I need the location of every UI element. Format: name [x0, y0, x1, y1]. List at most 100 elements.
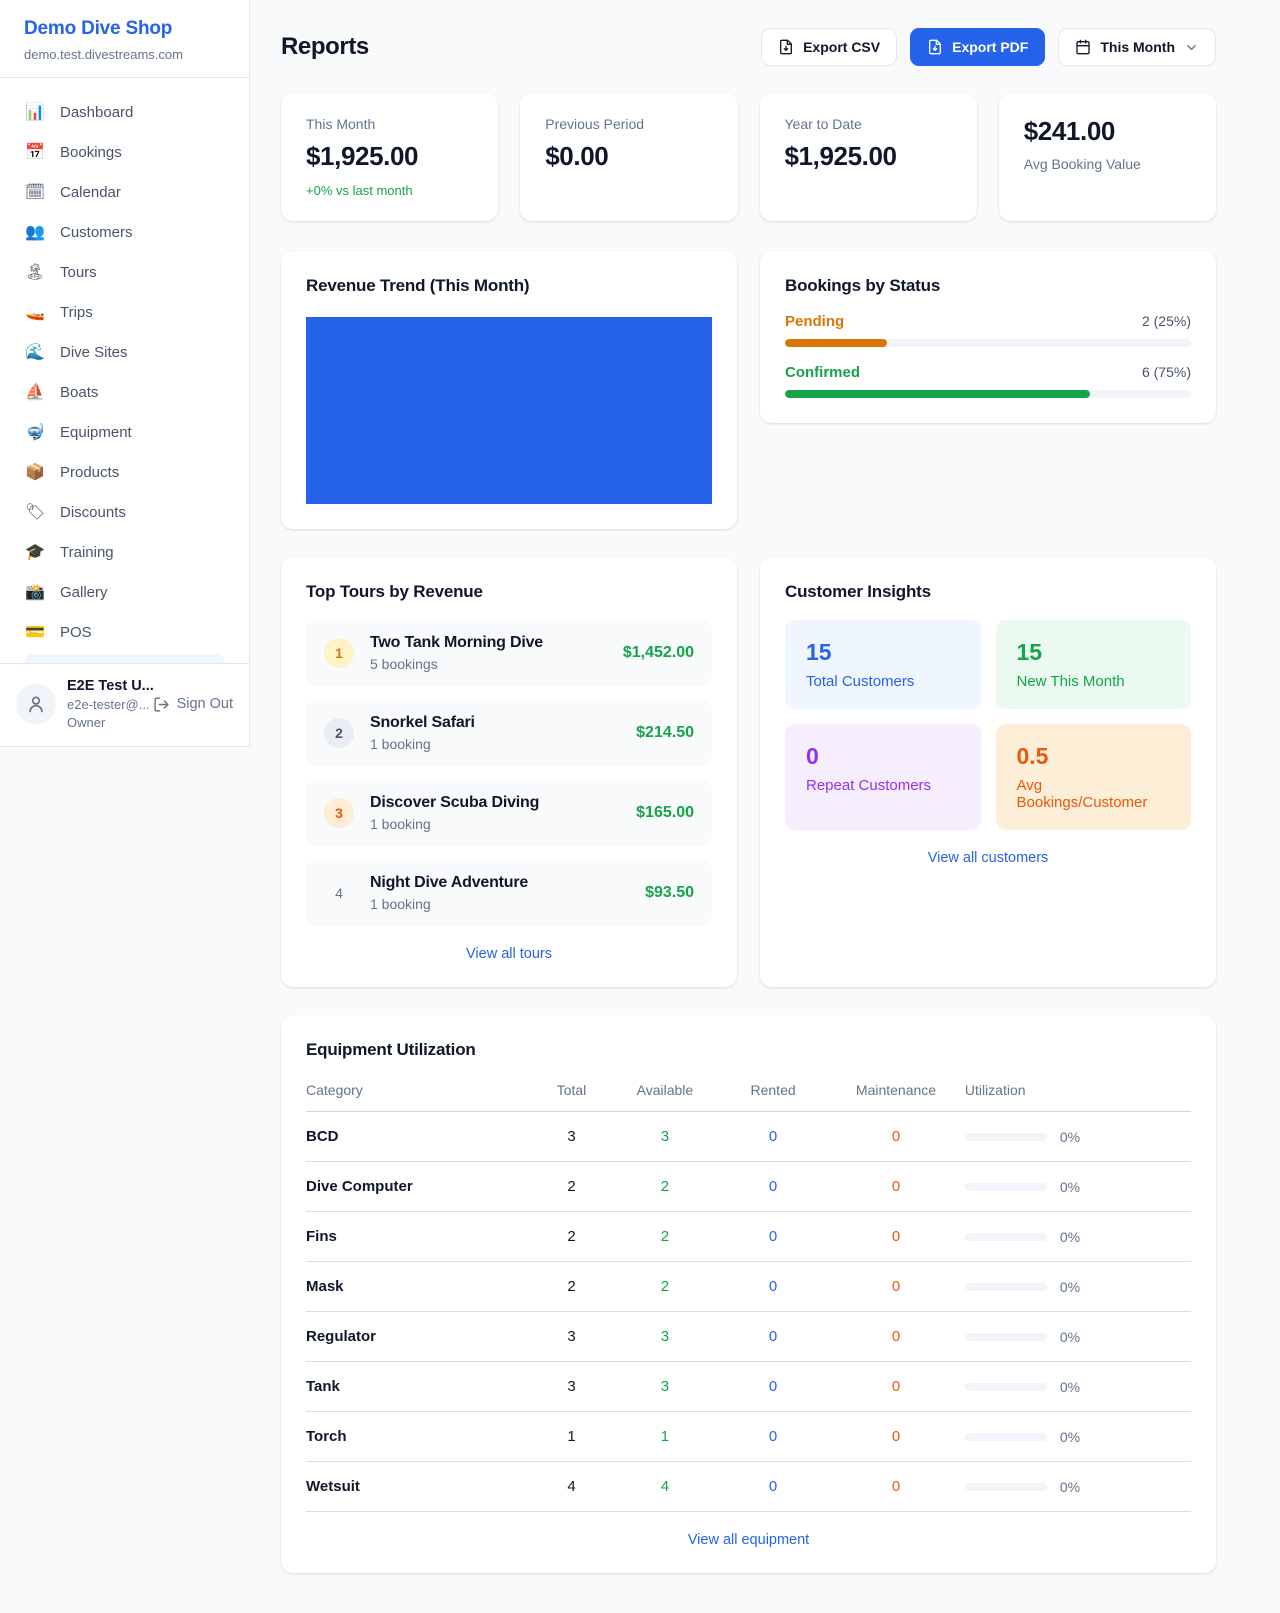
column-header-category: Category	[306, 1082, 363, 1098]
sidebar-item-selected-partial[interactable]	[24, 654, 225, 663]
sidebar-item-label: Tours	[60, 263, 97, 281]
stat-value: $1,925.00	[784, 141, 897, 171]
revenue-trend-card: Revenue Trend (This Month)	[281, 251, 737, 529]
table-row: Regulator 3 3 0 0 0%	[306, 1312, 1191, 1362]
stat-card-previous-period: Previous Period $0.00	[520, 93, 738, 221]
tour-revenue: $165.00	[636, 804, 694, 821]
stat-delta: +0% vs last month	[306, 183, 413, 198]
cell-category: Wetsuit	[306, 1478, 360, 1495]
sidebar-item-pos[interactable]: 💳 POS	[12, 612, 237, 652]
sidebar-item-training[interactable]: 🎓 Training	[12, 532, 237, 572]
utilization-track	[964, 1132, 1047, 1141]
sidebar-item-discounts[interactable]: 🏷 Discounts	[12, 492, 237, 532]
sidebar-item-dive-sites[interactable]: 🌊 Dive Sites	[12, 332, 237, 372]
view-all-customers-link[interactable]: View all customers	[785, 850, 1191, 866]
utilization-percent: 0%	[1059, 1478, 1081, 1495]
stat-card-year-to-date: Year to Date $1,925.00	[759, 93, 977, 221]
cell-category: Mask	[306, 1278, 344, 1295]
view-all-equipment-link[interactable]: View all equipment	[306, 1532, 1191, 1548]
export-pdf-label: Export PDF	[952, 39, 1029, 55]
export-pdf-button[interactable]: Export PDF	[910, 28, 1046, 66]
stat-value: $0.00	[545, 141, 609, 171]
calendar-icon	[1076, 39, 1091, 55]
camera-icon: 📸	[25, 584, 45, 601]
cell-category: Torch	[306, 1428, 347, 1445]
brand-block: Demo Dive Shop demo.test.divestreams.com	[0, 0, 249, 78]
utilization-percent: 0%	[1059, 1328, 1081, 1345]
progress-fill-confirmed	[785, 390, 1090, 398]
sidebar-item-bookings[interactable]: 📅 Bookings	[12, 132, 237, 172]
status-count-pending: 2 (25%)	[1141, 313, 1191, 329]
log-out-icon	[153, 696, 169, 712]
status-count-confirmed: 6 (75%)	[1141, 364, 1191, 380]
column-header-available: Available	[636, 1082, 694, 1098]
stat-label: This Month	[306, 116, 376, 132]
diving-mask-icon: 🤿	[25, 424, 45, 441]
sidebar-item-label: Equipment	[60, 423, 132, 441]
utilization-percent: 0%	[1059, 1428, 1081, 1445]
file-download-icon	[780, 39, 793, 55]
tour-bookings: 1 booking	[370, 736, 431, 752]
cell-rented: 0	[768, 1278, 778, 1295]
sidebar-item-label: Trips	[60, 303, 93, 321]
sidebar-item-label: Boats	[60, 383, 99, 401]
cell-total: 2	[567, 1278, 576, 1295]
view-all-tours-link[interactable]: View all tours	[306, 946, 712, 962]
rank-badge: 3	[324, 798, 354, 828]
credit-card-icon: 💳	[25, 624, 45, 641]
sidebar-item-label: Bookings	[60, 143, 122, 161]
cell-total: 2	[567, 1228, 576, 1245]
row-revenue-status: Revenue Trend (This Month) Bookings by S…	[281, 251, 1216, 529]
utilization-track	[964, 1432, 1047, 1441]
calendar-date-icon: 📅	[25, 144, 45, 161]
tour-bookings: 1 booking	[370, 896, 431, 912]
progress-track	[785, 390, 1191, 398]
table-row: Mask 2 2 0 0 0%	[306, 1262, 1191, 1312]
utilization-track	[964, 1182, 1047, 1191]
bar-chart-icon: 📊	[25, 104, 45, 121]
column-header-rented: Rented	[750, 1082, 796, 1098]
sidebar-item-dashboard[interactable]: 📊 Dashboard	[12, 92, 237, 132]
progress-track	[785, 339, 1191, 347]
sidebar: Demo Dive Shop demo.test.divestreams.com…	[0, 0, 250, 747]
cell-total: 3	[567, 1128, 576, 1145]
insight-tile-avg-bookings: 0.5 Avg Bookings/Customer	[995, 724, 1191, 830]
utilization-track	[964, 1482, 1047, 1491]
stat-card-avg-booking-value: $241.00 Avg Booking Value	[998, 93, 1216, 221]
user-info: E2E Test U... e2e-tester@... Owner	[67, 678, 154, 730]
utilization-track	[964, 1332, 1047, 1341]
sidebar-item-equipment[interactable]: 🤿 Equipment	[12, 412, 237, 452]
header-actions: Export CSV Export PDF This Month	[761, 28, 1216, 66]
export-csv-button[interactable]: Export CSV	[761, 28, 898, 66]
sidebar-item-trips[interactable]: 🚤 Trips	[12, 292, 237, 332]
customer-insights-title: Customer Insights	[785, 582, 931, 601]
stat-card-this-month: This Month $1,925.00 +0% vs last month	[281, 93, 499, 221]
tour-name: Night Dive Adventure	[370, 874, 529, 891]
sidebar-item-gallery[interactable]: 📸 Gallery	[12, 572, 237, 612]
cell-category: Fins	[306, 1228, 337, 1245]
tour-name: Snorkel Safari	[370, 714, 475, 731]
period-dropdown[interactable]: This Month	[1058, 28, 1216, 66]
sidebar-item-customers[interactable]: 👥 Customers	[12, 212, 237, 252]
page-header: Reports Export CSV Export PDF This Month	[281, 28, 1216, 66]
sidebar-item-boats[interactable]: ⛵ Boats	[12, 372, 237, 412]
utilization-percent: 0%	[1059, 1378, 1081, 1395]
cell-maintenance: 0	[891, 1478, 901, 1495]
sidebar-item-label: Products	[60, 463, 120, 481]
cell-utilization: 0%	[964, 1229, 1191, 1245]
sidebar-item-label: Calendar	[60, 183, 121, 201]
wave-icon: 🌊	[25, 344, 45, 361]
cell-utilization: 0%	[964, 1478, 1191, 1495]
utilization-track	[964, 1282, 1047, 1291]
tour-bookings: 1 booking	[370, 816, 431, 832]
cell-rented: 0	[768, 1478, 778, 1495]
sign-out-button[interactable]: Sign Out	[153, 696, 233, 713]
sidebar-item-products[interactable]: 📦 Products	[12, 452, 237, 492]
sidebar-item-tours[interactable]: 🏝 Tours	[12, 252, 237, 292]
tour-bookings: 5 bookings	[370, 656, 438, 672]
bookings-by-status-title: Bookings by Status	[785, 276, 941, 295]
sidebar-item-calendar[interactable]: 🗓 Calendar	[12, 172, 237, 212]
bookings-by-status-card: Bookings by Status Pending 2 (25%) Confi…	[760, 251, 1216, 423]
insight-label: Repeat Customers	[806, 777, 932, 794]
sidebar-item-label: Gallery	[60, 583, 108, 601]
